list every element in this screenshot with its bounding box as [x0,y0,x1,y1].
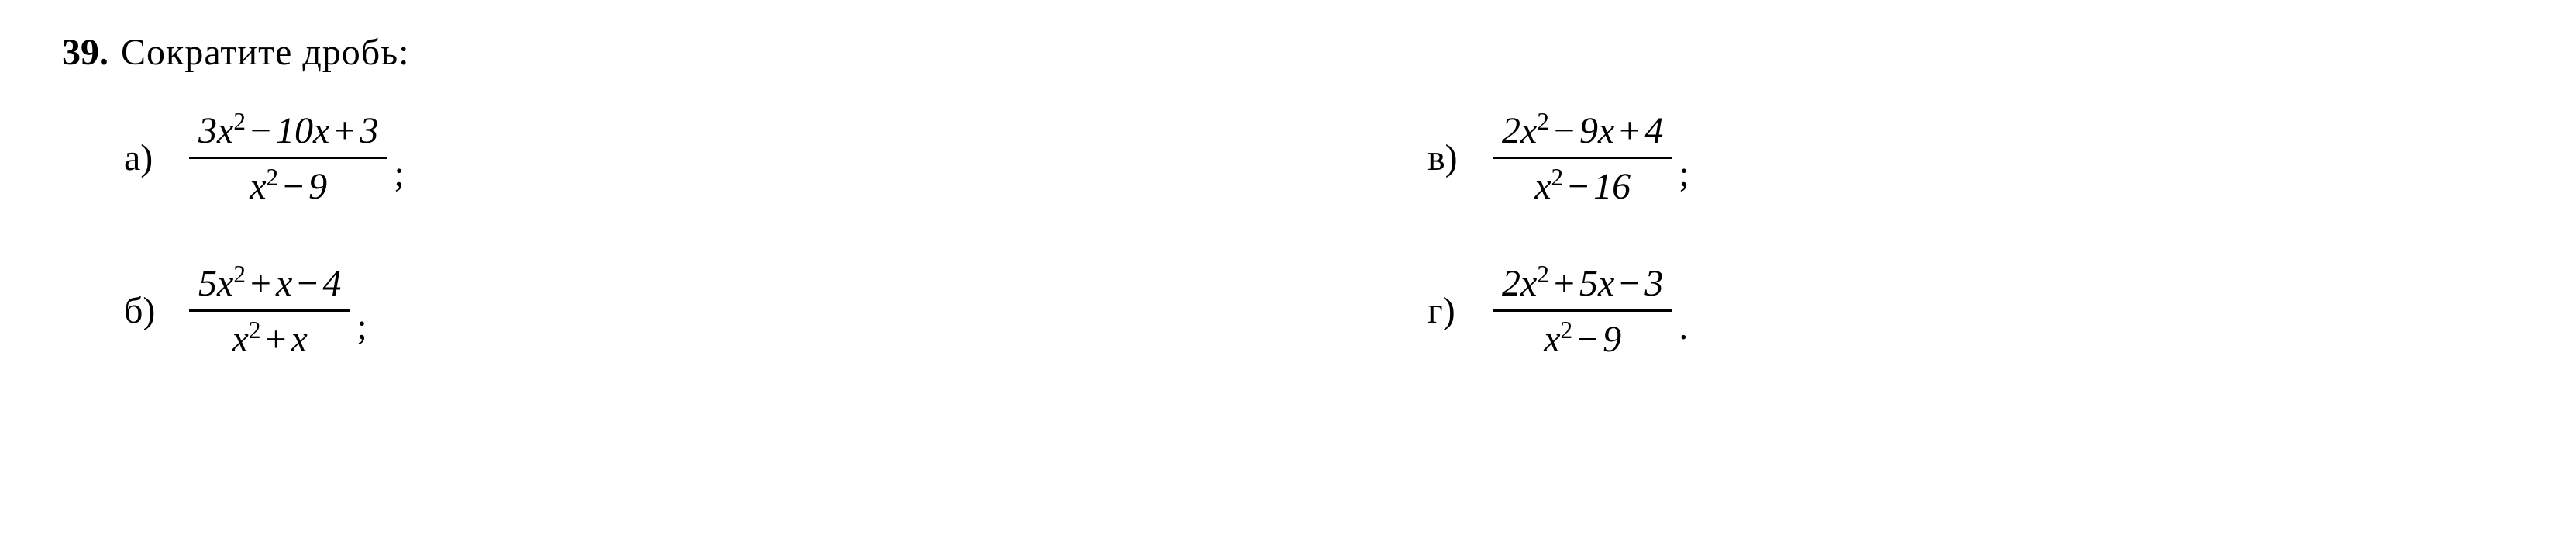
problem-item-b: б) 5x2+x−4 x2+x ; [124,257,1211,364]
numerator: 5x2+x−4 [189,257,350,308]
numerator: 2x2+5x−3 [1493,257,1672,308]
fraction-bar [189,157,387,159]
problem-item-v: в) 2x2−9x+4 x2−16 ; [1427,105,2514,211]
item-label: а) [124,137,170,179]
fraction: 2x2+5x−3 x2−9 [1493,257,1672,364]
problem-items-grid: а) 3x2−10x+3 x2−9 ; в) 2x2−9x+4 x2−16 ; [62,105,2514,364]
problem-prompt: Сократите дробь: [121,31,409,74]
punctuation: ; [356,306,367,364]
problem-item-g: г) 2x2+5x−3 x2−9 . [1427,257,2514,364]
fraction-expression: 2x2+5x−3 x2−9 . [1493,257,1688,364]
denominator: x2−9 [1534,313,1631,364]
fraction-expression: 2x2−9x+4 x2−16 ; [1493,105,1689,211]
punctuation: ; [1679,153,1689,211]
problem-container: 39. Сократите дробь: а) 3x2−10x+3 x2−9 ;… [62,31,2514,364]
fraction-bar [1493,309,1672,312]
fraction: 2x2−9x+4 x2−16 [1493,105,1672,211]
fraction: 5x2+x−4 x2+x [189,257,350,364]
problem-header: 39. Сократите дробь: [62,31,2514,74]
denominator: x2−9 [240,161,336,211]
fraction-expression: 5x2+x−4 x2+x ; [189,257,367,364]
item-label: в) [1427,137,1474,179]
punctuation: . [1679,306,1688,364]
denominator: x2+x [223,313,317,364]
problem-number: 39. [62,31,108,74]
fraction-bar [189,309,350,312]
problem-item-a: а) 3x2−10x+3 x2−9 ; [124,105,1211,211]
item-label: б) [124,289,170,332]
fraction: 3x2−10x+3 x2−9 [189,105,387,211]
fraction-expression: 3x2−10x+3 x2−9 ; [189,105,405,211]
numerator: 2x2−9x+4 [1493,105,1672,155]
fraction-bar [1493,157,1672,159]
punctuation: ; [394,153,404,211]
numerator: 3x2−10x+3 [189,105,387,155]
denominator: x2−16 [1525,161,1640,211]
item-label: г) [1427,289,1474,332]
